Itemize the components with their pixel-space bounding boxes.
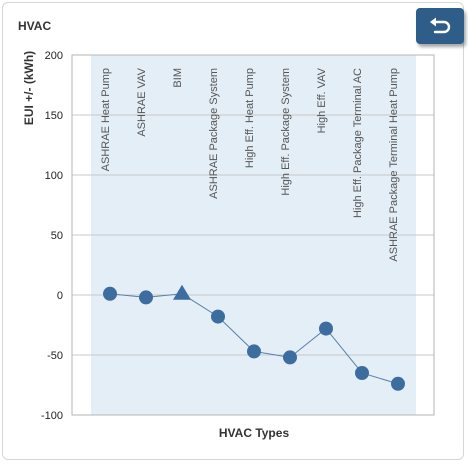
back-button[interactable] xyxy=(416,8,464,44)
y-tick-label: 100 xyxy=(45,170,63,182)
x-category-label: ASHRAE Package Terminal Heat Pump xyxy=(388,68,400,262)
x-category-label: ASHRAE VAV xyxy=(136,67,148,136)
data-point[interactable] xyxy=(391,376,405,391)
x-category-label: High Eff. Package System xyxy=(280,68,292,196)
undo-arrow-icon xyxy=(427,16,453,36)
y-tick-label: 200 xyxy=(45,50,63,62)
x-category-label: ASHRAE Heat Pump xyxy=(100,68,112,171)
y-tick-label: 150 xyxy=(45,110,63,122)
data-point[interactable] xyxy=(283,350,297,365)
y-tick-label: -100 xyxy=(41,410,63,422)
panel-title: HVAC xyxy=(18,19,52,33)
y-tick-label: 0 xyxy=(57,290,63,302)
x-category-label: ASHRAE Package System xyxy=(208,68,220,199)
data-point[interactable] xyxy=(355,366,369,380)
x-category-label: High Eff. Package Terminal AC xyxy=(352,68,364,218)
plot-frame xyxy=(71,54,435,416)
y-tick-label: -50 xyxy=(47,350,63,362)
data-point[interactable] xyxy=(211,309,225,324)
data-point[interactable] xyxy=(139,290,153,305)
x-category-label: High Eff. VAV xyxy=(316,67,328,133)
x-category-label: BIM xyxy=(172,68,184,88)
data-point[interactable] xyxy=(247,344,261,359)
y-tick-label: 50 xyxy=(51,230,63,242)
x-axis-title: HVAC Types xyxy=(219,426,290,440)
y-axis-title: EUI +/- (kWh) xyxy=(22,51,36,125)
data-point[interactable] xyxy=(103,286,117,301)
data-point-triangle[interactable] xyxy=(173,284,191,300)
data-point[interactable] xyxy=(319,321,333,336)
x-category-label: High Eff. Heat Pump xyxy=(244,68,256,168)
